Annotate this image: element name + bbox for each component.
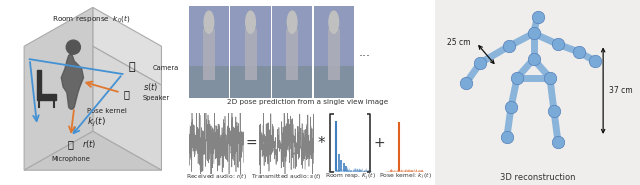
Polygon shape [37,94,56,100]
Text: Microphone: Microphone [51,156,90,162]
Bar [230,6,271,66]
Text: 37 cm: 37 cm [609,86,633,95]
Text: 📷: 📷 [129,62,135,72]
Polygon shape [37,70,41,94]
Bar [286,29,298,80]
Point [545,76,555,79]
Bar [314,66,354,98]
Point [512,76,522,79]
Bar [244,29,257,80]
Bar [189,6,229,66]
Text: $k_j(t)$: $k_j(t)$ [87,116,106,129]
Point [553,141,563,144]
Text: 🎙: 🎙 [68,139,74,149]
Circle shape [204,11,214,33]
Text: +: + [373,136,385,150]
Bar [272,6,312,66]
Point [553,43,563,46]
Text: ...: ... [358,46,370,59]
Text: 25 cm: 25 cm [447,38,470,47]
Circle shape [287,11,297,33]
Point [549,110,559,112]
Point [461,82,471,85]
Text: Pose kernel: Pose kernel [87,108,127,114]
Bar [314,6,354,66]
Point [506,106,516,109]
Bar [230,66,271,98]
Text: *: * [317,136,325,151]
Bar [203,29,215,80]
Text: Transmitted audio: $s(t)$: Transmitted audio: $s(t)$ [251,172,321,181]
Text: Speaker: Speaker [143,95,170,101]
Point [529,32,539,35]
Text: 2D pose prediction from a single view image: 2D pose prediction from a single view im… [227,99,388,105]
Point [502,135,512,138]
Text: Received audio: $r(t)$: Received audio: $r(t)$ [186,172,247,181]
Text: Pose kernel: $k_j\,(t)$: Pose kernel: $k_j\,(t)$ [379,171,431,182]
Polygon shape [93,46,161,170]
Text: 3D reconstruction: 3D reconstruction [500,173,575,182]
Polygon shape [24,7,93,170]
Text: =: = [246,136,257,150]
Polygon shape [61,54,83,109]
Circle shape [67,40,81,54]
Point [504,45,514,48]
Text: $r(t)$: $r(t)$ [82,138,96,150]
Text: Room resp. $\bar{K}_j\,(t)$: Room resp. $\bar{K}_j\,(t)$ [324,171,376,182]
Point [532,15,543,18]
Bar [328,29,340,80]
Text: Room response  $k_0(t)$: Room response $k_0(t)$ [52,13,131,24]
Circle shape [329,11,339,33]
Text: 🔊: 🔊 [124,89,129,99]
Circle shape [246,11,255,33]
Text: Camera: Camera [152,65,179,71]
Bar [189,66,229,98]
Polygon shape [93,7,161,85]
Point [475,61,485,64]
Bar [272,66,312,98]
Point [529,58,539,61]
Point [590,60,600,63]
Polygon shape [24,131,161,170]
Text: $s(t)$: $s(t)$ [143,81,158,93]
Point [573,50,584,53]
